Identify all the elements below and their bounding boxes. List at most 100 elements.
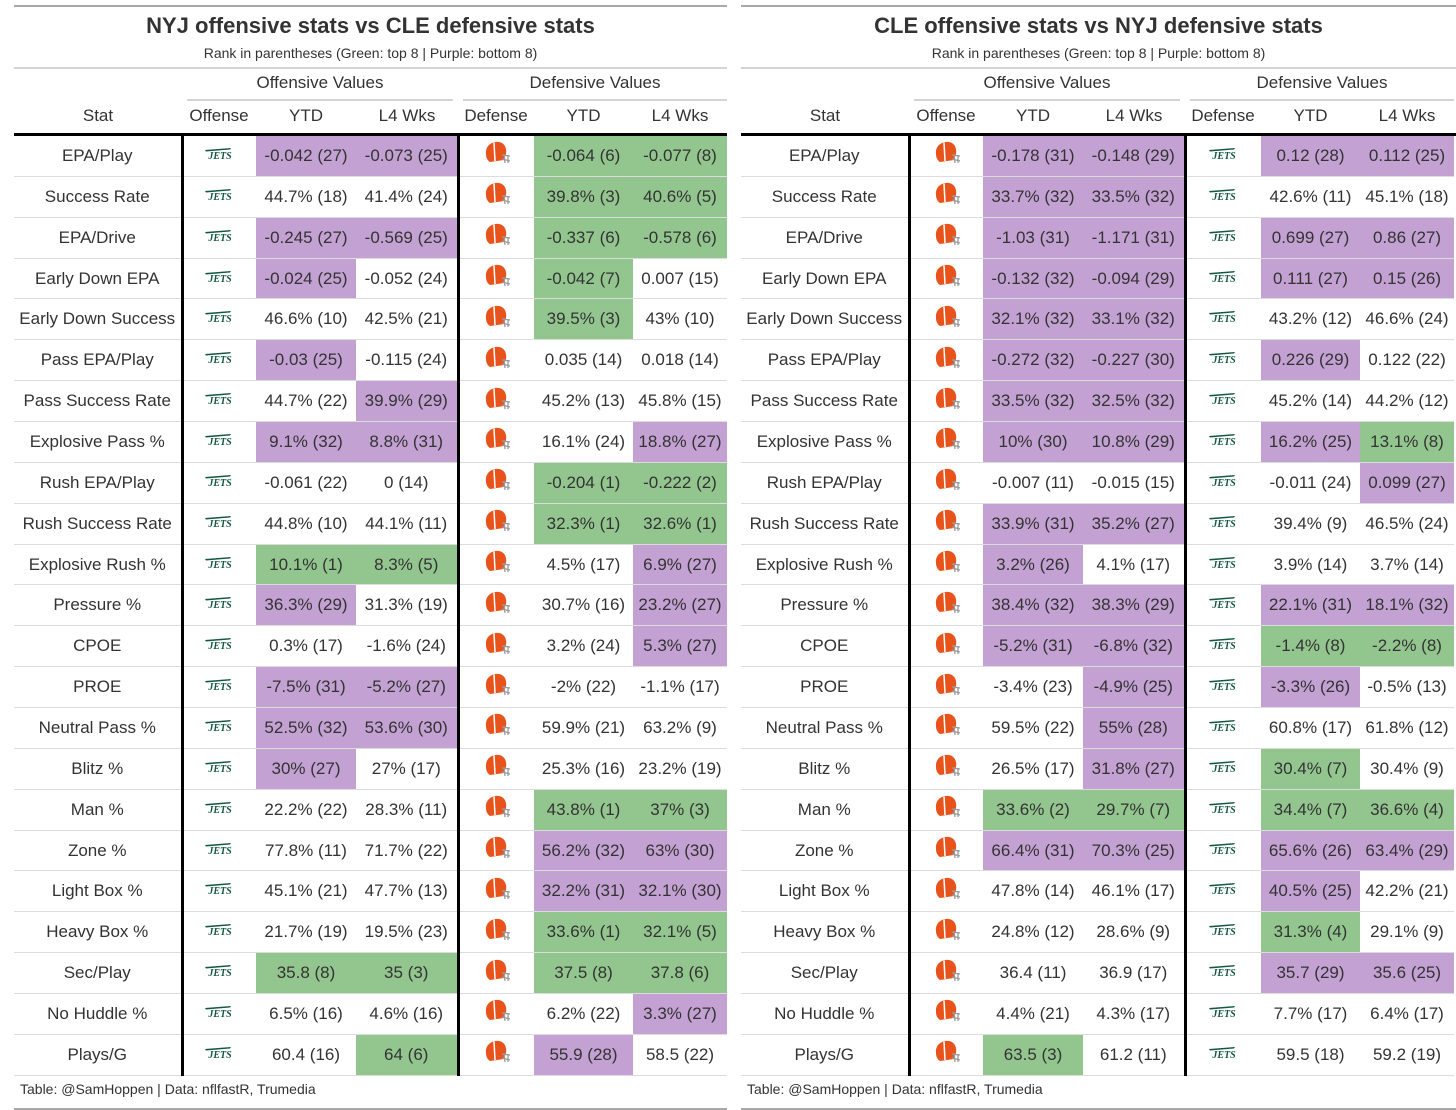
stat-name: Heavy Box % bbox=[741, 911, 909, 954]
column-header-stat: Stat bbox=[82, 106, 114, 125]
defense-ytd-cell: 30.4% (7) bbox=[1261, 748, 1360, 790]
browns-helmet-logo bbox=[907, 380, 983, 423]
column-header-ytd: YTD bbox=[1293, 106, 1328, 125]
offense-ytd-cell: 35.8 (8) bbox=[256, 952, 356, 995]
defense-ytd-cell: 7.7% (17) bbox=[1261, 993, 1360, 1035]
jets-logo: JETS bbox=[180, 298, 256, 341]
table-row: Light Box % JETS 45.1% (21) 47.7% (13) 32.2%… bbox=[14, 870, 727, 913]
offense-ytd-cell: 44.7% (18) bbox=[256, 176, 356, 218]
defense-l4-cell: 29.1% (9) bbox=[1360, 911, 1454, 954]
svg-text:JETS: JETS bbox=[1211, 396, 1236, 406]
browns-helmet-logo bbox=[456, 136, 534, 177]
defense-ytd-cell: 6.2% (22) bbox=[534, 993, 633, 1035]
offense-l4-cell: 31.8% (27) bbox=[1083, 748, 1185, 790]
table-row: EPA/Play -0.178 (31) -0.148 (29) JETS 0.12 (… bbox=[741, 136, 1454, 177]
column-header-l4: L4 Wks bbox=[651, 106, 709, 125]
browns-helmet-logo bbox=[456, 258, 534, 300]
offense-ytd-cell: 22.2% (22) bbox=[256, 789, 356, 831]
defense-ytd-cell: 45.2% (14) bbox=[1261, 380, 1360, 423]
stat-name: EPA/Drive bbox=[741, 217, 909, 259]
jets-logo: JETS bbox=[1183, 503, 1261, 545]
svg-text:JETS: JETS bbox=[207, 478, 232, 488]
svg-text:JETS: JETS bbox=[207, 151, 232, 161]
defense-ytd-cell: 59.9% (21) bbox=[534, 707, 633, 749]
column-header-offense: Offense bbox=[916, 106, 976, 125]
jets-logo: JETS bbox=[1183, 380, 1261, 423]
divider bbox=[741, 67, 1456, 69]
defense-l4-cell: 0.099 (27) bbox=[1360, 462, 1454, 504]
svg-text:JETS: JETS bbox=[1211, 478, 1236, 488]
stat-name: No Huddle % bbox=[741, 993, 909, 1035]
browns-helmet-logo bbox=[907, 298, 983, 341]
stat-name: Man % bbox=[741, 789, 909, 831]
stat-name: EPA/Play bbox=[14, 136, 182, 177]
table-row: Pass Success Rate 33.5% (32) 32.5% (32) JET… bbox=[741, 380, 1454, 423]
defense-ytd-cell: -0.064 (6) bbox=[534, 136, 633, 177]
defense-l4-cell: 0.15 (26) bbox=[1360, 258, 1454, 300]
stat-name: Man % bbox=[14, 789, 182, 831]
defense-l4-cell: 0.86 (27) bbox=[1360, 217, 1454, 259]
offense-ytd-cell: 9.1% (32) bbox=[256, 421, 356, 463]
browns-helmet-logo bbox=[907, 258, 983, 300]
offense-ytd-cell: 0.3% (17) bbox=[256, 625, 356, 668]
defense-l4-cell: 6.4% (17) bbox=[1360, 993, 1454, 1035]
jets-logo: JETS bbox=[180, 462, 256, 504]
defense-ytd-cell: 33.6% (1) bbox=[534, 911, 633, 954]
offense-l4-cell: 28.3% (11) bbox=[356, 789, 458, 831]
table-row: Early Down EPA -0.132 (32) -0.094 (29) JETS… bbox=[741, 258, 1454, 300]
defense-l4-cell: 61.8% (12) bbox=[1360, 707, 1454, 749]
table-row: Pressure % 38.4% (32) 38.3% (29) JETS 22.1% … bbox=[741, 584, 1454, 627]
table-row: Man % JETS 22.2% (22) 28.3% (11) 43.8% (1) 37… bbox=[14, 789, 727, 831]
jets-logo: JETS bbox=[180, 952, 256, 995]
table-row: No Huddle % 4.4% (21) 4.3% (17) JETS 7.7% (1… bbox=[741, 993, 1454, 1035]
offense-ytd-cell: -0.03 (25) bbox=[256, 339, 356, 382]
table-row: Blitz % 26.5% (17) 31.8% (27) JETS 30.4% (7)… bbox=[741, 748, 1454, 790]
table-row: Early Down Success JETS 46.6% (10) 42.5% (2… bbox=[14, 298, 727, 341]
stats-table-body: EPA/Play JETS -0.042 (27) -0.073 (25) -0.064… bbox=[14, 136, 727, 1076]
offense-l4-cell: 4.6% (16) bbox=[356, 993, 458, 1035]
defense-ytd-cell: 43.2% (12) bbox=[1261, 298, 1360, 341]
offense-l4-cell: -0.073 (25) bbox=[356, 136, 458, 177]
column-header-defense: Defense bbox=[464, 106, 528, 125]
jets-logo: JETS bbox=[180, 544, 256, 586]
column-header-l4: L4 Wks bbox=[1105, 106, 1163, 125]
browns-helmet-logo bbox=[456, 462, 534, 504]
table-row: Light Box % 47.8% (14) 46.1% (17) JETS 40.5%… bbox=[741, 870, 1454, 913]
stat-name: EPA/Drive bbox=[14, 217, 182, 259]
jets-logo: JETS bbox=[180, 911, 256, 954]
defense-ytd-cell: 32.2% (31) bbox=[534, 870, 633, 913]
table-row: Rush Success Rate 33.9% (31) 35.2% (27) JET… bbox=[741, 503, 1454, 545]
offense-ytd-cell: 10.1% (1) bbox=[256, 544, 356, 586]
table-row: CPOE JETS 0.3% (17) -1.6% (24) 3.2% (24) 5.3%… bbox=[14, 625, 727, 668]
defense-ytd-cell: 60.8% (17) bbox=[1261, 707, 1360, 749]
stat-name: Explosive Pass % bbox=[741, 421, 909, 463]
browns-helmet-logo bbox=[456, 625, 534, 668]
offense-l4-cell: 61.2 (11) bbox=[1083, 1034, 1185, 1076]
svg-text:JETS: JETS bbox=[1211, 437, 1236, 447]
table-row: Pressure % JETS 36.3% (29) 31.3% (19) 30.7% … bbox=[14, 584, 727, 627]
stat-name: Early Down Success bbox=[741, 298, 909, 341]
browns-helmet-logo bbox=[456, 298, 534, 341]
svg-text:JETS: JETS bbox=[207, 560, 232, 570]
offense-ytd-cell: 4.4% (21) bbox=[983, 993, 1083, 1035]
svg-text:JETS: JETS bbox=[1211, 1050, 1236, 1060]
jets-logo: JETS bbox=[1183, 952, 1261, 995]
defense-ytd-cell: 32.3% (1) bbox=[534, 503, 633, 545]
stat-name: Early Down EPA bbox=[14, 258, 182, 300]
offense-l4-cell: 28.6% (9) bbox=[1083, 911, 1185, 954]
defense-l4-cell: 23.2% (19) bbox=[633, 748, 727, 790]
table-row: Neutral Pass % JETS 52.5% (32) 53.6% (30) 59… bbox=[14, 707, 727, 749]
browns-helmet-logo bbox=[907, 911, 983, 954]
defense-ytd-cell: -2% (22) bbox=[534, 666, 633, 709]
column-header-ytd: YTD bbox=[566, 106, 601, 125]
browns-helmet-logo bbox=[456, 339, 534, 382]
table-subtitle: Rank in parentheses (Green: top 8 | Purp… bbox=[203, 45, 538, 61]
svg-text:JETS: JETS bbox=[1211, 355, 1236, 365]
source-note: Table: @SamHoppen | Data: nflfastR, Trum… bbox=[20, 1081, 316, 1097]
stat-name: Pass EPA/Play bbox=[741, 339, 909, 382]
defense-ytd-cell: 55.9 (28) bbox=[534, 1034, 633, 1076]
offense-ytd-cell: -0.132 (32) bbox=[983, 258, 1083, 300]
jets-logo: JETS bbox=[1183, 339, 1261, 382]
offense-l4-cell: -0.227 (30) bbox=[1083, 339, 1185, 382]
offense-ytd-cell: 47.8% (14) bbox=[983, 870, 1083, 913]
